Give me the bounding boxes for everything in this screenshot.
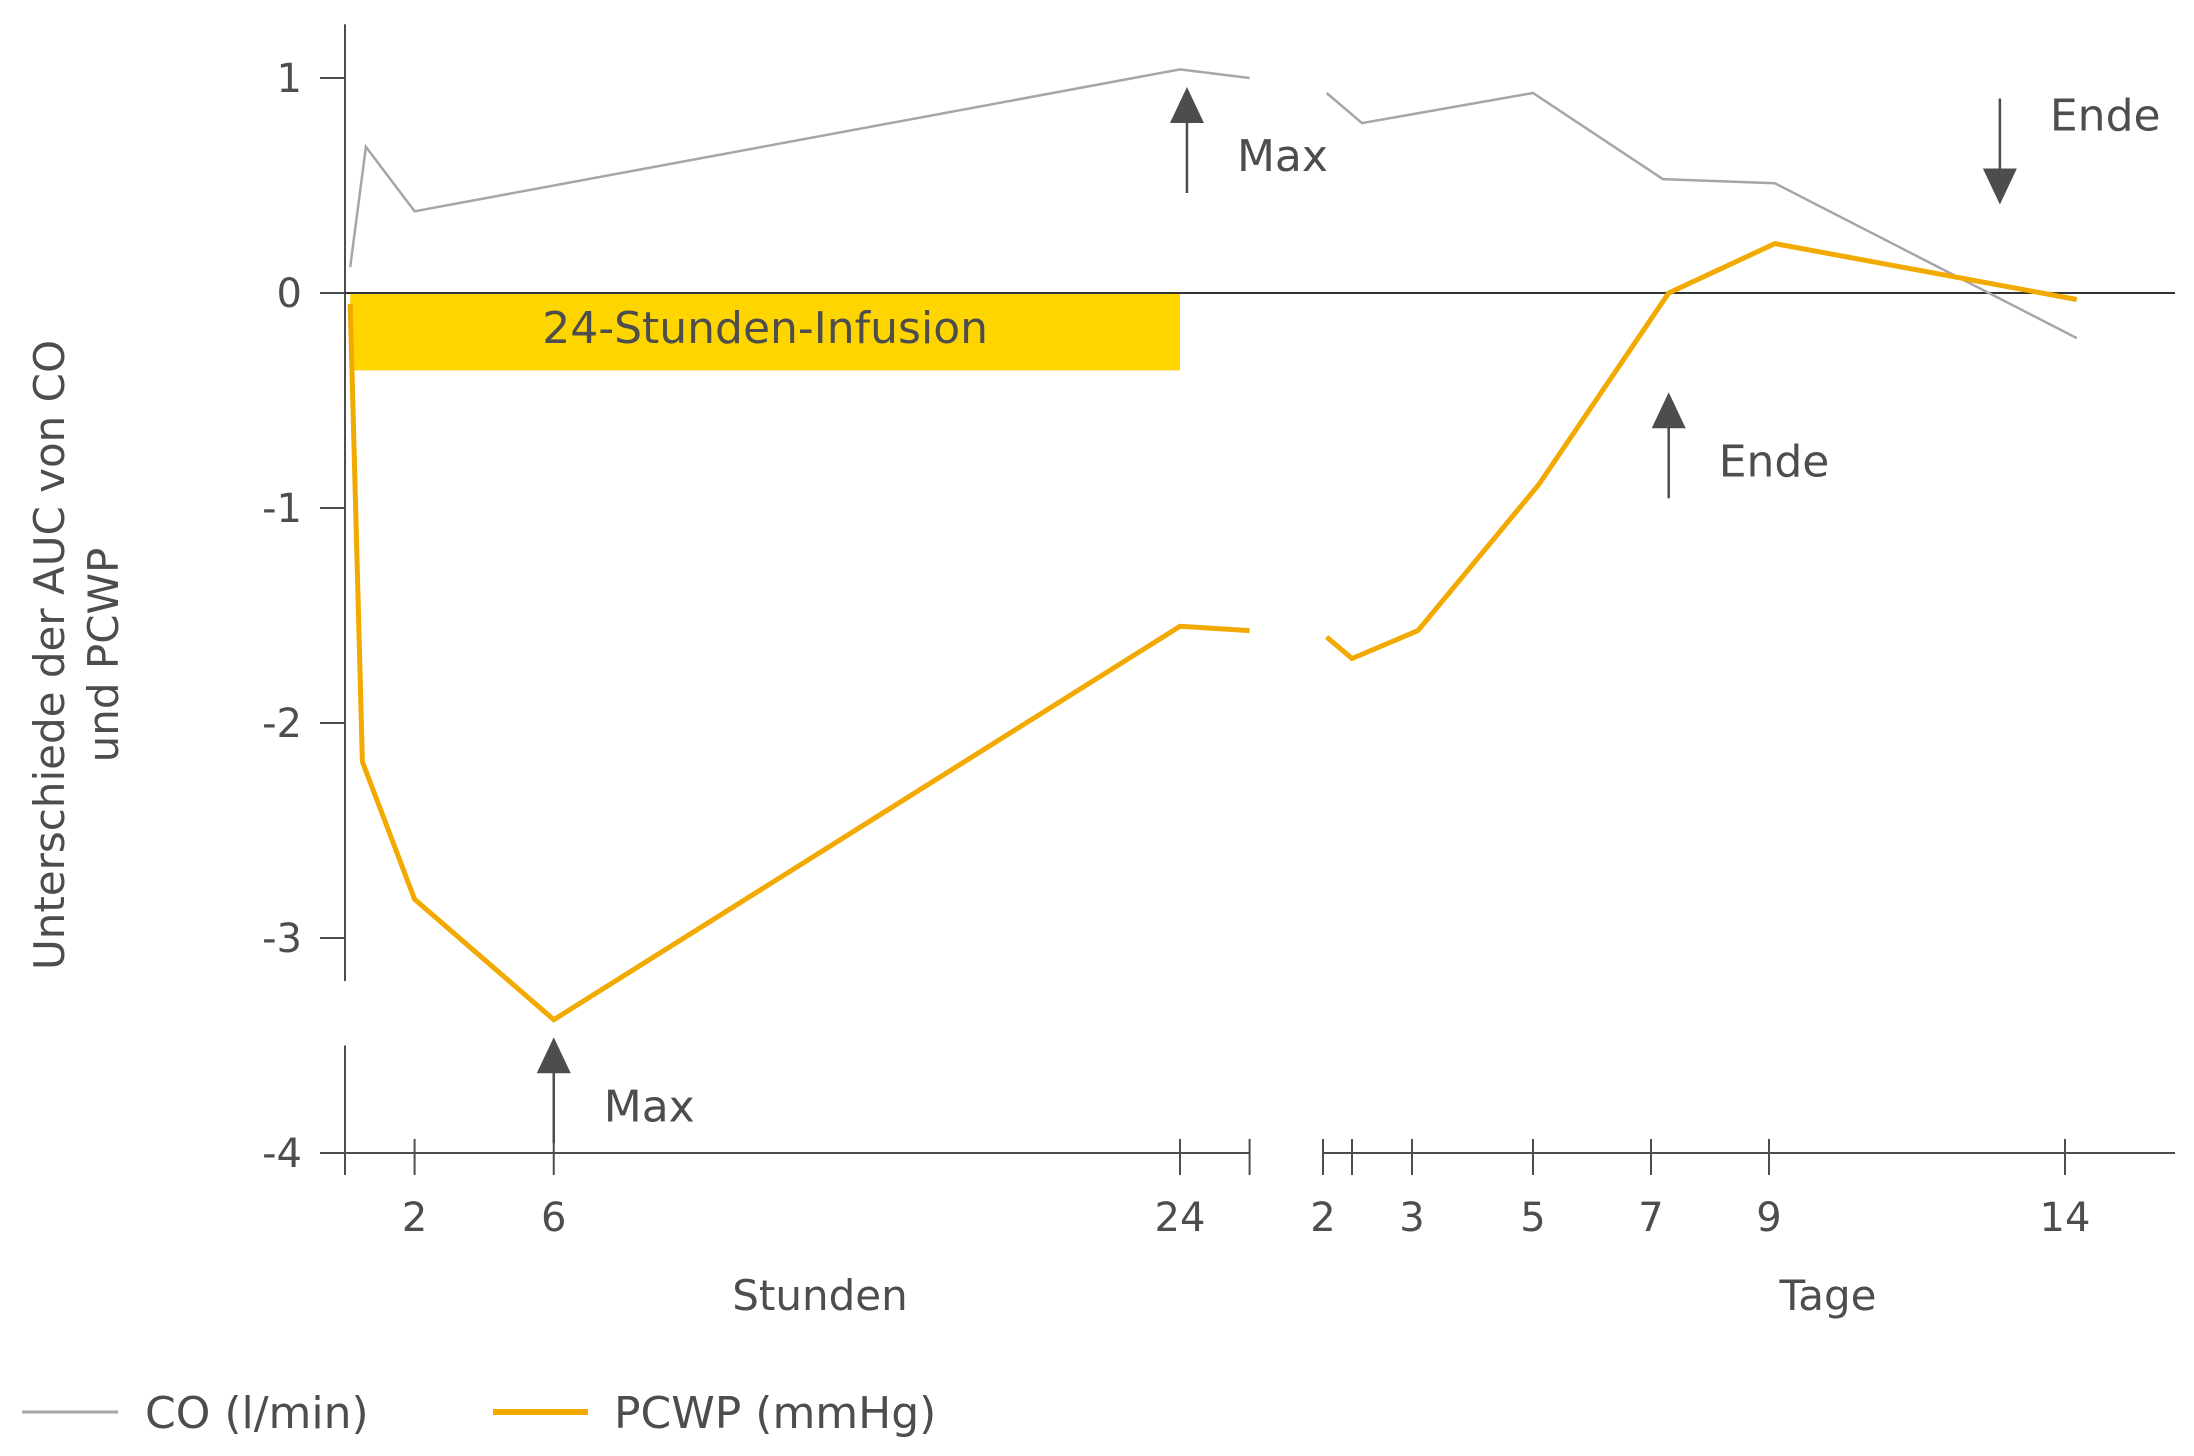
infusion-band-label: 24-Stunden-Infusion — [542, 303, 988, 354]
x-tick-label: 24 — [1155, 1195, 1206, 1241]
x-tick-label: 2 — [402, 1195, 427, 1241]
y-tick-label: -2 — [262, 701, 302, 747]
x-axis-title-hours: Stunden — [732, 1271, 908, 1320]
x-tick-label: 14 — [2040, 1195, 2091, 1241]
legend-label-pcwp: PCWP (mmHg) — [614, 1388, 936, 1439]
annotation-label: Ende — [2050, 90, 2161, 141]
annotation-label: Ende — [1719, 436, 1830, 487]
y-tick-label: -3 — [262, 916, 302, 962]
axes: 1 0 -1 -2 -3 -4 2 6 24 2 3 5 7 9 14 — [262, 24, 2175, 1241]
legend: CO (l/min) PCWP (mmHg) — [22, 1388, 936, 1439]
annotation-1: Max — [1169, 87, 1328, 193]
series-line-pcwp-days — [1324, 240, 2078, 662]
y-axis-title-line2: und PCWP — [79, 548, 128, 763]
y-tick-label: -4 — [262, 1131, 302, 1177]
x-tick-label: 6 — [541, 1195, 566, 1241]
x-tick-label: 7 — [1638, 1195, 1663, 1241]
annotation-label: Max — [1237, 131, 1328, 182]
x-tick-label: 3 — [1399, 1195, 1424, 1241]
annotation-2: Ende — [1651, 392, 1830, 499]
annotations: Max Max Ende Ende — [536, 87, 2161, 1144]
y-tick-label: 1 — [277, 56, 302, 102]
series-line-pcwp-hours — [347, 303, 1250, 1023]
infusion-band — [350, 293, 1180, 371]
infusion-band-group: 24-Stunden-Infusion — [350, 293, 1180, 371]
annotation-label: Max — [604, 1081, 695, 1132]
x-tick-label: 2 — [1310, 1195, 1335, 1241]
arrow-up-icon — [536, 1037, 571, 1074]
legend-label-co: CO (l/min) — [145, 1388, 369, 1439]
series-lines — [347, 68, 2078, 1023]
y-axis-title-line1: Unterschiede der AUC von CO — [25, 340, 74, 970]
series-line-co-hours — [348, 68, 1250, 268]
annotation-0: Max — [536, 1037, 695, 1144]
series-line-co-days — [1325, 91, 2078, 340]
x-tick-label: 9 — [1756, 1195, 1781, 1241]
arrow-up-icon — [1651, 392, 1686, 429]
y-tick-label: -1 — [262, 486, 302, 532]
arrow-down-icon — [1982, 168, 2017, 205]
x-axis-title-days: Tage — [1779, 1271, 1877, 1320]
x-tick-label: 5 — [1520, 1195, 1545, 1241]
annotation-3: Ende — [1982, 90, 2161, 205]
arrow-up-icon — [1169, 87, 1204, 123]
y-tick-label: 0 — [277, 271, 302, 317]
